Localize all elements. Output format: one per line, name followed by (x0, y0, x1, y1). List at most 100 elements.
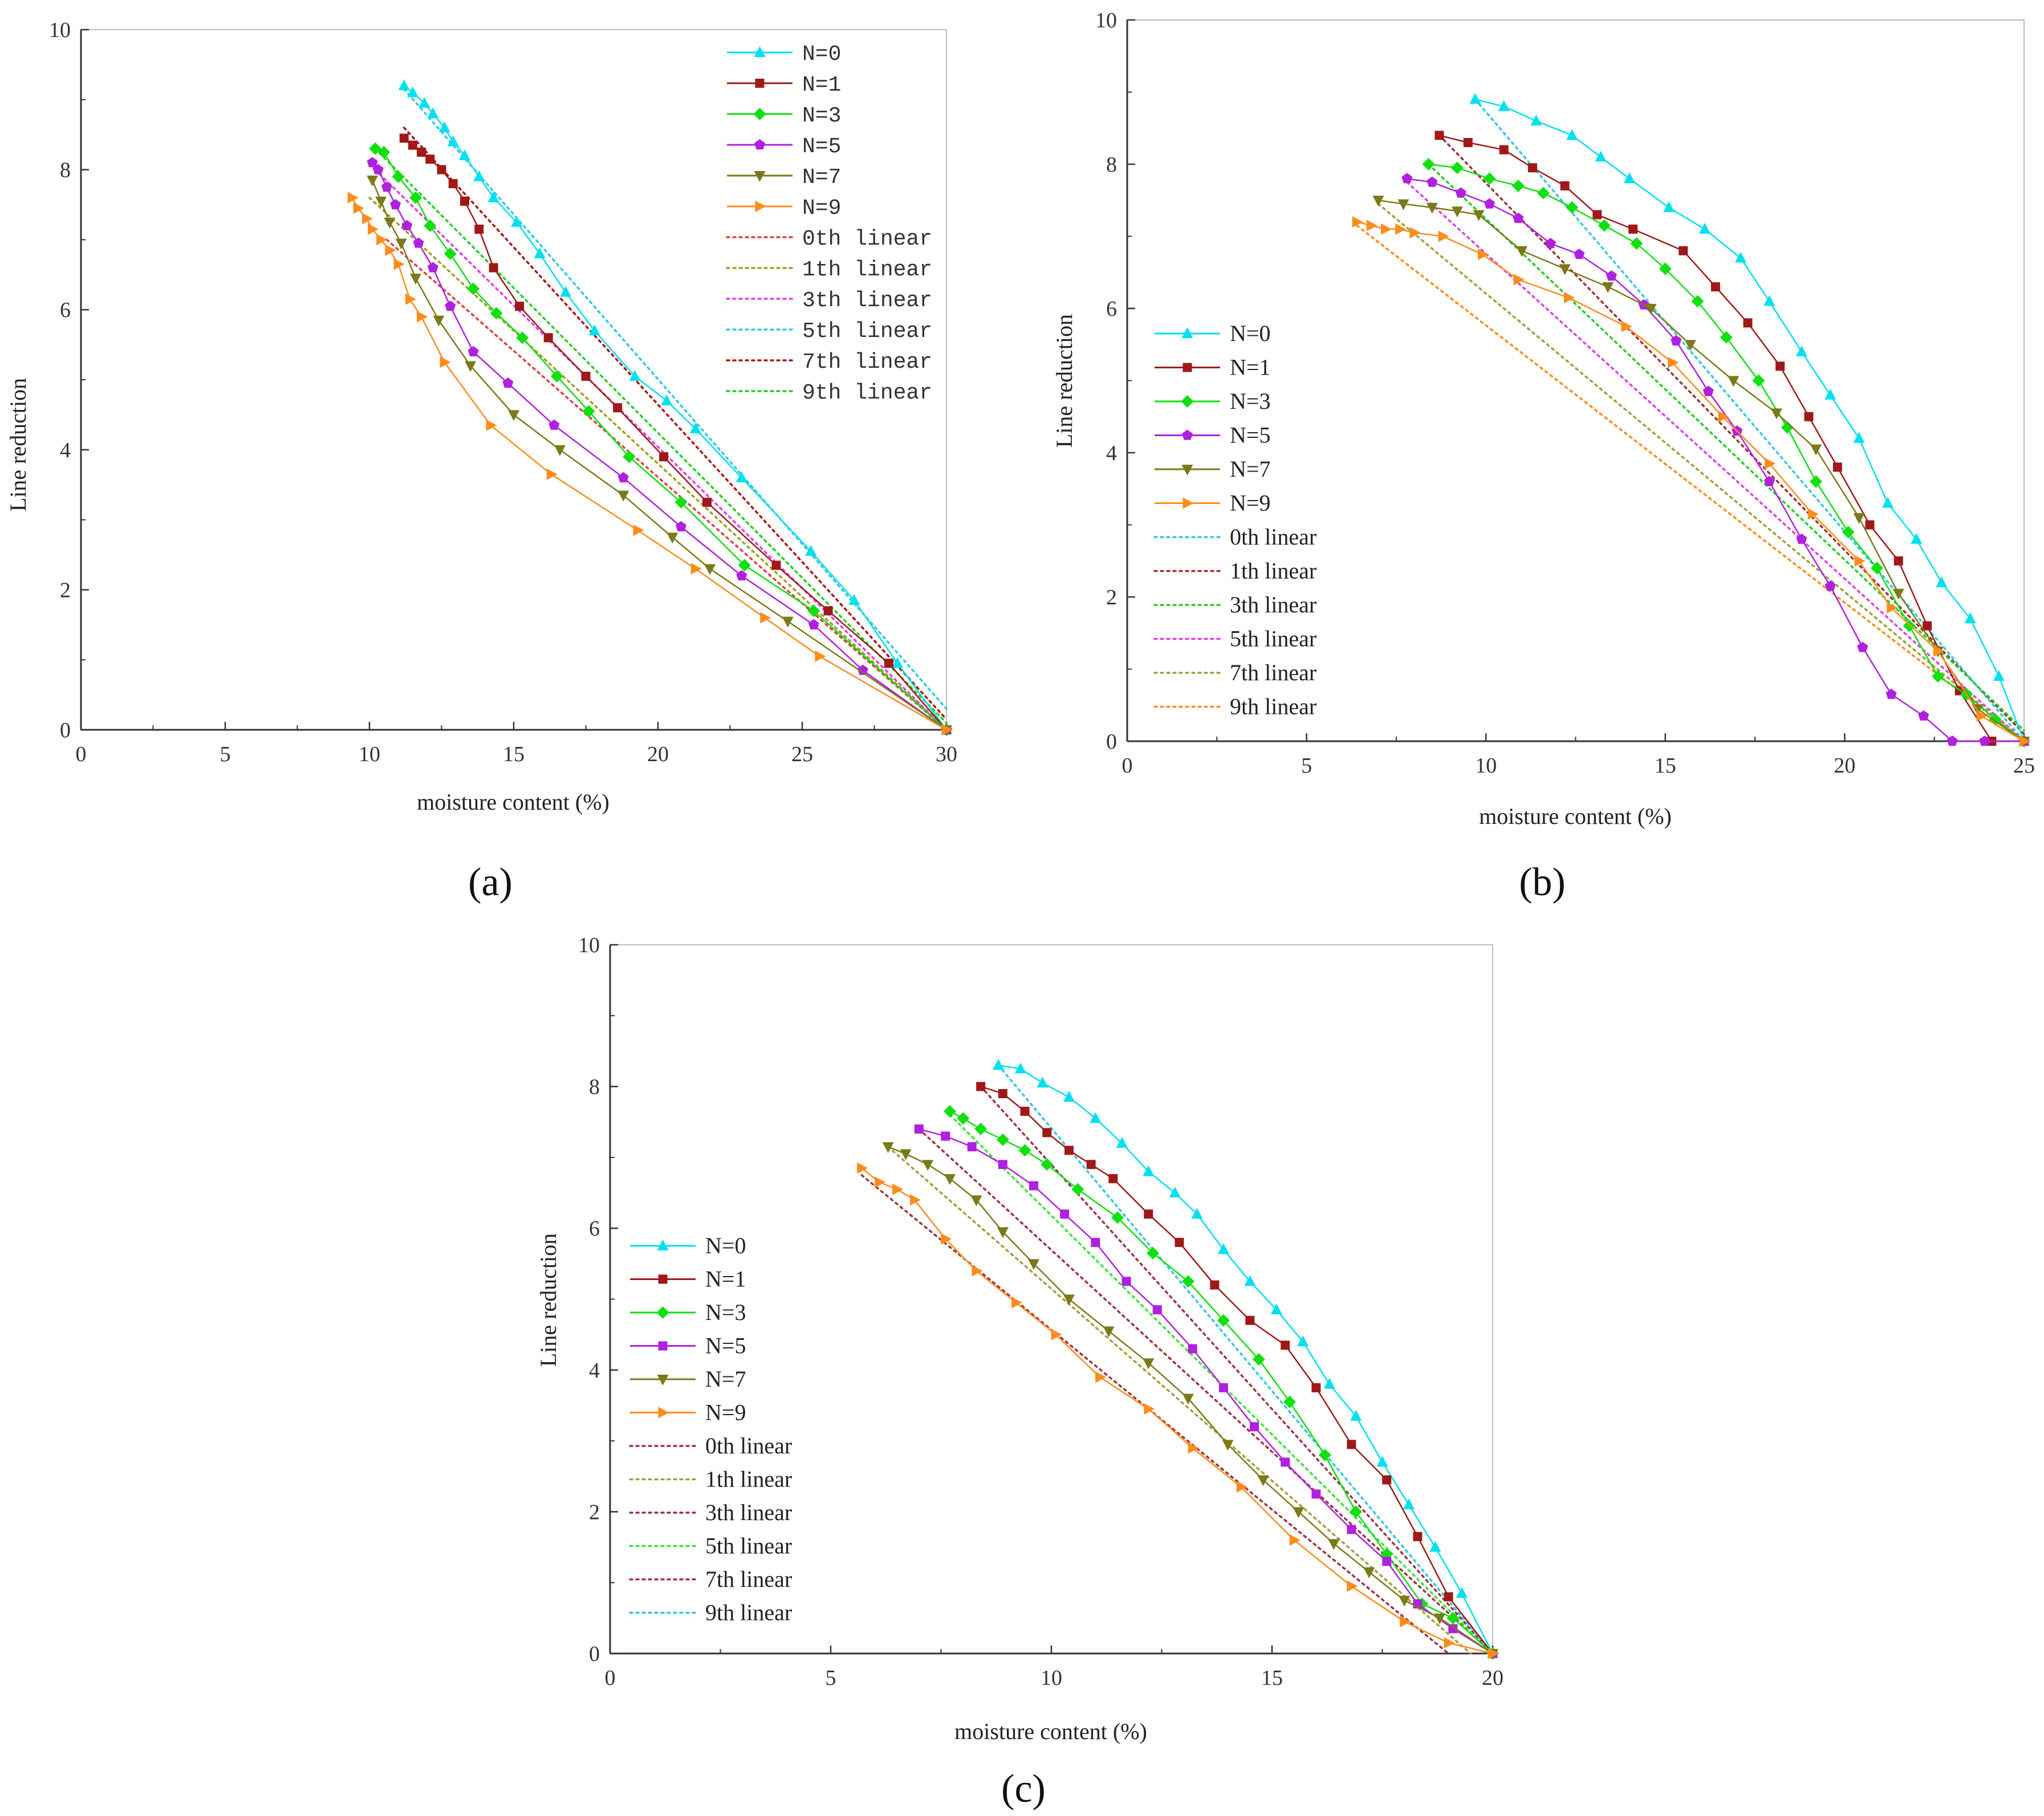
legend-marker (657, 1240, 669, 1250)
y-axis-title: Line reduction (1051, 314, 1077, 448)
y-tick-label: 8 (60, 159, 71, 182)
data-point (910, 1194, 921, 1206)
legend-label: 5th linear (705, 1533, 792, 1559)
data-point (996, 1133, 1009, 1146)
fit-line-4 (403, 127, 948, 721)
data-point (1347, 1580, 1358, 1592)
data-point (377, 145, 391, 159)
data-point (1270, 1303, 1282, 1315)
data-point (2019, 736, 2030, 747)
legend-label: N=9 (802, 196, 841, 221)
data-point (1438, 230, 1449, 242)
data-point (367, 176, 379, 187)
legend-marker (1181, 395, 1194, 408)
data-point (1182, 1394, 1194, 1405)
data-point (944, 1174, 956, 1185)
legend-label: 1th linear (1230, 558, 1316, 584)
data-point (1853, 513, 1865, 524)
data-point (1350, 1505, 1363, 1518)
data-point (1451, 206, 1463, 218)
data-point (941, 1233, 952, 1245)
data-point (1671, 335, 1682, 346)
data-point (1824, 580, 1836, 591)
data-point (1566, 201, 1579, 214)
data-point (1592, 210, 1602, 220)
data-point (418, 96, 430, 108)
data-point (1413, 1531, 1423, 1541)
legend-label: N=7 (802, 165, 841, 190)
fit-line-5 (997, 1064, 1494, 1655)
data-point (1448, 1624, 1458, 1634)
data-point (998, 1089, 1007, 1099)
data-point (1743, 318, 1753, 328)
data-point (1037, 1076, 1049, 1088)
data-point (914, 1124, 924, 1134)
data-point (1071, 1183, 1084, 1196)
data-point (417, 147, 426, 157)
data-point (1763, 295, 1775, 306)
data-point (581, 371, 591, 381)
legend-marker (658, 1274, 668, 1284)
y-tick-label: 4 (589, 1359, 600, 1383)
data-point (427, 107, 439, 119)
data-point (1770, 408, 1782, 420)
data-point (508, 410, 519, 421)
data-point (629, 369, 641, 381)
y-tick-label: 2 (589, 1500, 600, 1524)
fit-line-5 (1355, 224, 2025, 742)
legend-marker (754, 139, 765, 150)
data-point (1311, 1489, 1321, 1499)
legend-marker (753, 108, 766, 120)
legend-label: 9th linear (705, 1600, 792, 1626)
data-point (1469, 93, 1481, 104)
data-point (474, 224, 484, 234)
y-axis-title: Line reduction (5, 378, 31, 511)
data-point (805, 545, 817, 556)
y-tick-label: 2 (1106, 586, 1117, 610)
data-point (1775, 361, 1785, 371)
data-point (468, 346, 479, 356)
x-tick-label: 25 (791, 742, 813, 766)
data-point (1020, 1107, 1030, 1116)
data-point (1993, 670, 2005, 681)
data-point (1871, 562, 1884, 575)
data-point (1976, 710, 1988, 722)
data-point (661, 394, 673, 405)
data-point (1857, 641, 1868, 652)
data-point (882, 1142, 894, 1153)
data-point (1108, 1174, 1118, 1184)
data-point (1853, 432, 1865, 443)
legend-label: 1th linear (705, 1466, 792, 1492)
data-point (1395, 223, 1407, 235)
fit-line-1 (368, 196, 948, 731)
data-point (1463, 138, 1473, 148)
y-tick-label: 0 (589, 1642, 600, 1666)
data-point (424, 219, 437, 232)
data-point (690, 563, 702, 575)
data-point (1029, 1181, 1039, 1191)
data-point (1882, 497, 1893, 508)
legend-label: 3th linear (705, 1500, 792, 1525)
y-tick-label: 0 (60, 718, 71, 742)
data-point (738, 559, 751, 572)
data-point (736, 570, 747, 580)
data-point (1435, 131, 1444, 140)
data-point (1936, 576, 1948, 587)
data-point (1473, 210, 1485, 221)
data-point (384, 217, 396, 229)
data-point (467, 282, 480, 295)
data-point (1832, 462, 1842, 472)
x-axis-title: moisture content (%) (1479, 803, 1672, 829)
data-point (1893, 556, 1903, 566)
data-point (1964, 612, 1976, 623)
data-point (970, 1195, 982, 1206)
data-point (1623, 172, 1635, 184)
data-point (1350, 1409, 1362, 1421)
data-point (1450, 161, 1464, 174)
data-point (1014, 1062, 1026, 1074)
data-point (1121, 1277, 1131, 1286)
data-point (1663, 201, 1675, 212)
legend: N=0 N=1 N=3 N=5 N=7 N=9 0th linear 1th linear 3t… (629, 1233, 792, 1626)
data-point (1376, 1456, 1388, 1467)
data-point (417, 311, 428, 323)
